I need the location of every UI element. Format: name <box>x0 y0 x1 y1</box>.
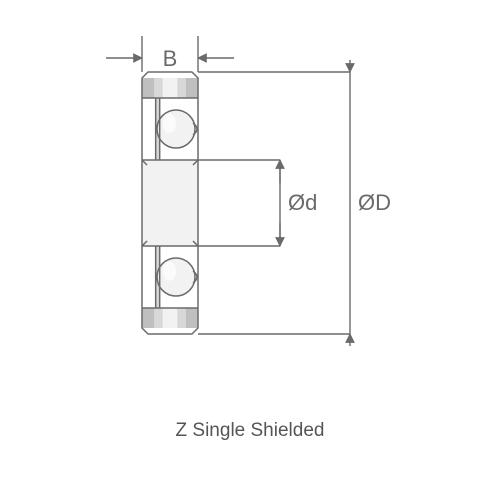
label-width-B: B <box>163 46 178 71</box>
label-inner-diameter: Ød <box>288 190 317 215</box>
diagram-caption: Z Single Shielded <box>0 420 500 442</box>
label-outer-diameter: ØD <box>358 190 391 215</box>
bearing-diagram: B Ød ØD Z Single Shielded <box>0 0 500 500</box>
